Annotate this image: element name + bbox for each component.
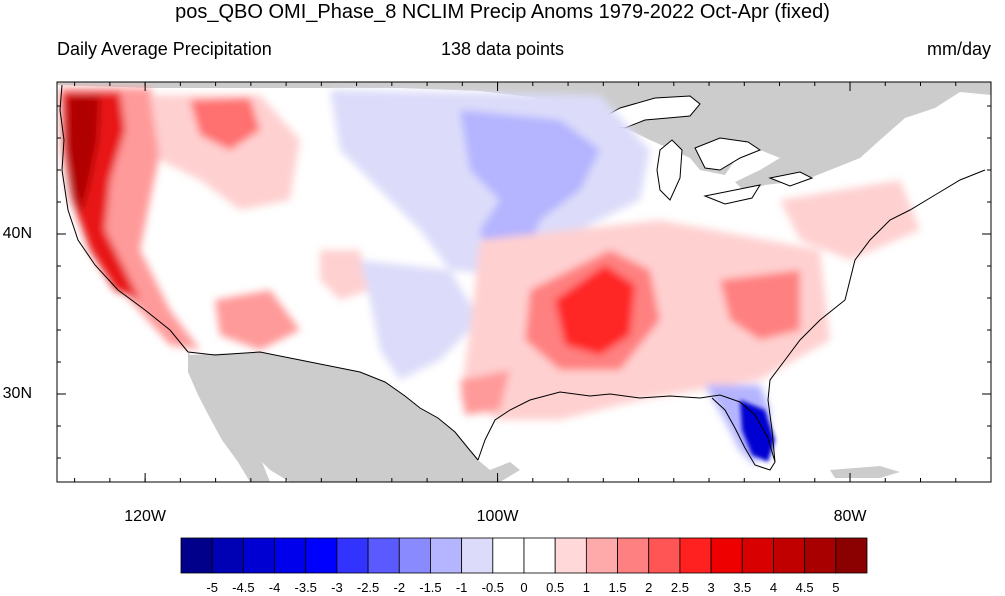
colorbar-label: -0.5 [481, 580, 505, 595]
colorbar-box [617, 537, 650, 574]
colorbar-label: 3 [707, 580, 715, 595]
colorbar-label: 4 [769, 580, 778, 595]
colorbar-box [211, 537, 244, 574]
great-lakes [588, 95, 814, 205]
colorbar-box [835, 537, 868, 574]
colorbar-box [305, 537, 338, 574]
anomaly-field [60, 88, 920, 465]
colorbar-label: 5 [832, 580, 840, 595]
plot-frame [56, 81, 992, 483]
left-string: Daily Average Precipitation [57, 39, 272, 59]
colorbar-box [336, 537, 369, 574]
colorbar-label: -4.5 [232, 580, 255, 595]
map-title: pos_QBO OMI_Phase_8 NCLIM Precip Anoms 1… [175, 1, 830, 23]
colorbar-box [648, 537, 681, 574]
caribbean-land [830, 466, 900, 478]
colorbar-box [492, 537, 525, 574]
colorbar-label: -2.5 [356, 580, 380, 595]
colorbar-label: 2 [645, 580, 653, 595]
colorbar-box [430, 537, 463, 574]
colorbar-label: -2 [393, 580, 406, 595]
colorbar-box [461, 537, 494, 574]
colorbar-label: 1.5 [608, 580, 627, 595]
lon-label: 80W [833, 508, 867, 525]
colorbar-label: -1 [455, 580, 468, 595]
colorbar-label: -1.5 [419, 580, 442, 595]
colorbar-label: 1 [582, 580, 590, 595]
colorbar-box [804, 537, 837, 574]
colorbar-label: -3.5 [294, 580, 317, 595]
lat-label: 30N [2, 385, 32, 402]
colorbar-box [398, 537, 431, 574]
lon-label: 120W [124, 508, 166, 525]
lat-label: 40N [2, 225, 32, 242]
coastline [59, 84, 986, 471]
colorbar-label: 2.5 [670, 580, 689, 595]
colorbar-box [242, 537, 275, 574]
canada-land [57, 82, 991, 192]
colorbar-box [274, 537, 307, 574]
colorbar-label: -5 [206, 580, 218, 595]
colorbar [180, 537, 868, 574]
colorbar-label: -4 [268, 580, 281, 595]
colorbar-label: -3 [331, 580, 343, 595]
colorbar-box [773, 537, 806, 574]
baja-land [188, 352, 270, 482]
colorbar-box [741, 537, 774, 574]
colorbar-box [710, 537, 743, 574]
colorbar-label: 0 [520, 580, 528, 595]
colorbar-box [554, 537, 587, 574]
units-string: mm/day [926, 39, 991, 59]
colorbar-box [367, 537, 400, 574]
mexico-land [190, 352, 520, 482]
colorbar-box [180, 537, 213, 574]
center-string: 138 data points [440, 39, 565, 59]
colorbar-box [523, 537, 556, 574]
colorbar-box [679, 537, 712, 574]
colorbar-box [585, 537, 618, 574]
axis-ticks [57, 82, 992, 482]
florida-core [740, 400, 775, 462]
colorbar-label: 4.5 [795, 580, 814, 595]
map-area [57, 82, 991, 482]
lon-label: 100W [476, 508, 519, 525]
colorbar-label: 0.5 [546, 580, 565, 595]
colorbar-label: 3.5 [733, 580, 752, 595]
